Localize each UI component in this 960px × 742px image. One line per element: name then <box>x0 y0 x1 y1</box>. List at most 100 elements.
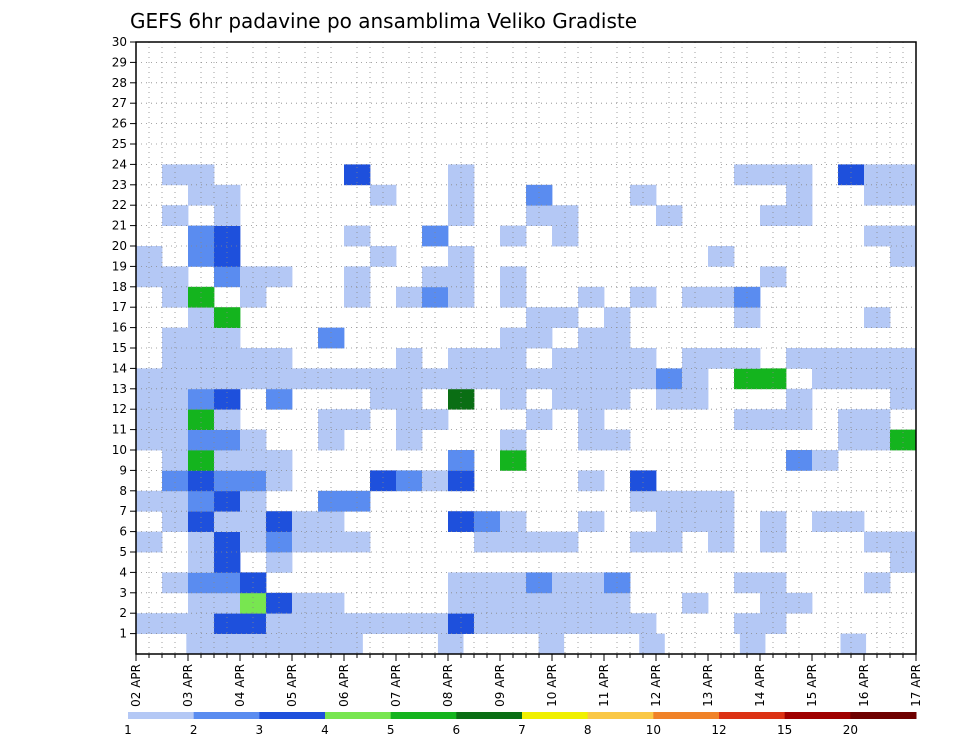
heatmap-cell <box>890 348 917 369</box>
heatmap-cell <box>864 225 891 247</box>
y-tick-label: 23 <box>112 178 127 192</box>
heatmap-cell <box>422 266 449 288</box>
y-tick-label: 19 <box>112 259 127 273</box>
heatmap-cell <box>864 184 891 206</box>
heatmap-cell <box>578 429 605 451</box>
heatmap-cell <box>292 368 319 390</box>
heatmap-cell <box>448 184 475 206</box>
heatmap-cell <box>552 388 579 410</box>
heatmap-cell <box>188 184 215 206</box>
heatmap-cell <box>214 388 241 410</box>
heatmap-cell <box>318 613 345 634</box>
heatmap-cell <box>656 388 683 410</box>
x-tick-label: 13 APR <box>701 664 715 707</box>
heatmap-cell <box>838 511 865 532</box>
heatmap-cell <box>188 490 215 512</box>
heatmap-cell <box>266 388 293 410</box>
heatmap-cell <box>760 164 787 186</box>
heatmap-cell <box>448 348 475 369</box>
heatmap-cell <box>396 429 423 451</box>
heatmap-cell <box>236 633 263 655</box>
heatmap-cell <box>211 633 238 655</box>
heatmap-cell <box>578 348 605 369</box>
heatmap-cell <box>240 348 267 369</box>
heatmap-cell <box>448 246 475 267</box>
heatmap-cell <box>214 348 241 369</box>
heatmap-cell <box>214 511 241 532</box>
heatmap-cell <box>500 592 527 614</box>
x-tick-label: 12 APR <box>649 664 663 707</box>
y-tick-label: 9 <box>119 463 127 477</box>
colorbar-label: 2 <box>190 723 198 737</box>
heatmap-cell <box>240 470 267 492</box>
heatmap-cell <box>286 633 313 655</box>
heatmap-cell <box>812 368 839 390</box>
heatmap-cell <box>370 613 397 634</box>
heatmap-cell <box>500 266 527 288</box>
heatmap-cell <box>214 184 241 206</box>
heatmap-cell <box>474 613 501 634</box>
x-tick-label: 10 APR <box>545 664 559 707</box>
heatmap-cell <box>162 613 189 634</box>
heatmap-cell <box>344 409 371 430</box>
heatmap-cell <box>812 348 839 369</box>
heatmap-cell <box>188 348 215 369</box>
heatmap-cell <box>604 388 631 410</box>
y-tick-label: 2 <box>119 606 127 620</box>
grid-lines <box>136 42 916 654</box>
heatmap-cell <box>188 225 215 247</box>
heatmap-cell <box>188 470 215 492</box>
heatmap-cell <box>682 388 709 410</box>
heatmap-cell <box>370 184 397 206</box>
heatmap-cell <box>578 592 605 614</box>
heatmap-cell <box>344 490 371 512</box>
colorbar-label: 3 <box>256 723 264 737</box>
y-tick-label: 12 <box>112 402 127 416</box>
heatmap-cell <box>864 368 891 390</box>
heatmap-cell <box>786 205 813 226</box>
heatmap-cell <box>890 184 917 206</box>
heatmap-cell <box>474 368 501 390</box>
heatmap-cell <box>318 409 345 430</box>
heatmap-cell <box>214 225 241 247</box>
heatmap-cell <box>812 450 839 471</box>
heatmap-cell <box>864 348 891 369</box>
heatmap-cell <box>188 368 215 390</box>
x-tick-label: 05 APR <box>285 664 299 707</box>
heatmap-cell <box>526 592 553 614</box>
x-tick-label: 06 APR <box>337 664 351 707</box>
heatmap-cell <box>500 429 527 451</box>
heatmap-cell <box>864 409 891 430</box>
heatmap-cell <box>578 470 605 492</box>
heatmap-cell <box>266 613 293 634</box>
heatmap-cell <box>840 633 867 655</box>
colorbar-label: 15 <box>777 723 792 737</box>
y-tick-label: 22 <box>112 198 127 212</box>
heatmap-cell <box>188 409 215 430</box>
heatmap-cell <box>266 348 293 369</box>
x-tick-label: 14 APR <box>753 664 767 707</box>
y-tick-label: 21 <box>112 219 127 233</box>
heatmap-cell <box>370 388 397 410</box>
heatmap-cell <box>162 429 189 451</box>
colorbar-swatch <box>784 712 851 719</box>
heatmap-cell <box>604 613 631 634</box>
heatmap-cell <box>188 164 215 186</box>
heatmap-cell <box>240 490 267 512</box>
colorbar: 1 2 3 4 5 6 7 8 10 12 15 20 <box>124 712 917 737</box>
heatmap-cell <box>526 368 553 390</box>
x-tick-label: 08 APR <box>441 664 455 707</box>
heatmap-cell <box>344 368 371 390</box>
heatmap-cell <box>266 368 293 390</box>
heatmap-cell <box>604 429 631 451</box>
heatmap-cell <box>864 164 891 186</box>
x-tick-label: 07 APR <box>389 664 403 707</box>
y-tick-label: 24 <box>112 157 127 171</box>
colorbar-swatch <box>325 712 392 719</box>
heatmap-cell <box>266 470 293 492</box>
heatmap-cell <box>890 368 917 390</box>
heatmap-cell <box>214 246 241 267</box>
y-tick-label: 13 <box>112 382 127 396</box>
heatmap-cell <box>318 368 345 390</box>
